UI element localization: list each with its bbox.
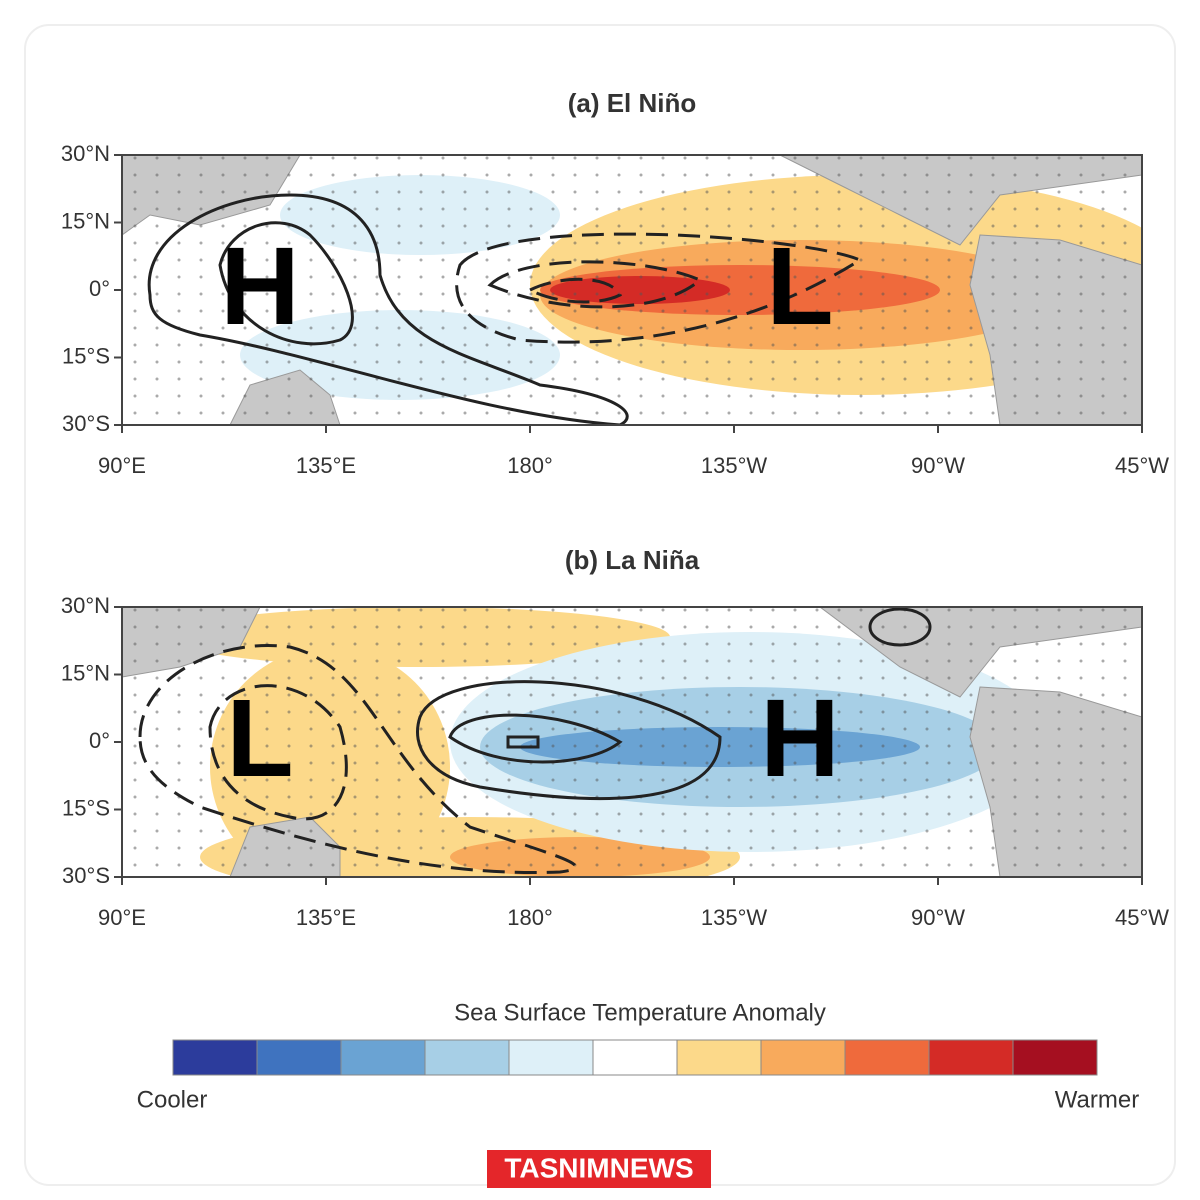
- lon-label: 135°E: [296, 905, 356, 930]
- colorbar-swatch: [592, 1039, 678, 1076]
- colorbar-swatch: [172, 1039, 258, 1076]
- lon-label: 45°W: [1115, 905, 1169, 930]
- pressure-center: L: [226, 677, 293, 800]
- lon-label: 135°W: [701, 453, 768, 478]
- colorbar-swatch: [508, 1039, 594, 1076]
- map-a: [121, 154, 1143, 426]
- lon-label: 90°W: [911, 905, 965, 930]
- lat-label: 30°N: [61, 141, 110, 166]
- lat-label: 30°N: [61, 593, 110, 618]
- lat-label: 30°S: [62, 863, 110, 888]
- pressure-center: H: [760, 677, 839, 800]
- colorbar-swatch: [676, 1039, 762, 1076]
- colorbar-low: Cooler: [137, 1086, 208, 1113]
- colorbar-swatch: [340, 1039, 426, 1076]
- pressure-center: L: [766, 225, 833, 348]
- lat-label: 0°: [89, 728, 110, 753]
- map-b: [121, 606, 1143, 878]
- lon-label: 135°E: [296, 453, 356, 478]
- lon-label: 90°E: [98, 905, 146, 930]
- panel-title: (a) El Niño: [568, 88, 697, 118]
- lat-label: 30°S: [62, 411, 110, 436]
- lon-label: 180°: [507, 453, 553, 478]
- colorbar-swatch: [760, 1039, 846, 1076]
- panel-title: (b) La Niña: [565, 545, 700, 575]
- lat-label: 15°N: [61, 208, 110, 233]
- colorbar-title: Sea Surface Temperature Anomaly: [454, 999, 826, 1026]
- watermark: TASNIMNEWS: [504, 1152, 693, 1183]
- lon-label: 90°E: [98, 453, 146, 478]
- colorbar: Sea Surface Temperature Anomaly Cooler War…: [137, 999, 1140, 1113]
- colorbar-swatch: [424, 1039, 510, 1076]
- colorbar-high: Warmer: [1055, 1086, 1139, 1113]
- pressure-center: H: [220, 225, 299, 348]
- colorbar-swatch: [844, 1039, 930, 1076]
- lat-label: 15°S: [62, 343, 110, 368]
- watermark-box: [487, 1150, 711, 1188]
- lat-label: 0°: [89, 276, 110, 301]
- colorbar-swatch: [256, 1039, 342, 1076]
- colorbar-swatch: [928, 1039, 1014, 1076]
- colorbar-swatch: [1012, 1039, 1098, 1076]
- lon-label: 180°: [507, 905, 553, 930]
- lon-label: 135°W: [701, 905, 768, 930]
- lon-label: 90°W: [911, 453, 965, 478]
- lat-label: 15°S: [62, 795, 110, 820]
- lon-label: 45°W: [1115, 453, 1169, 478]
- lat-label: 15°N: [61, 660, 110, 685]
